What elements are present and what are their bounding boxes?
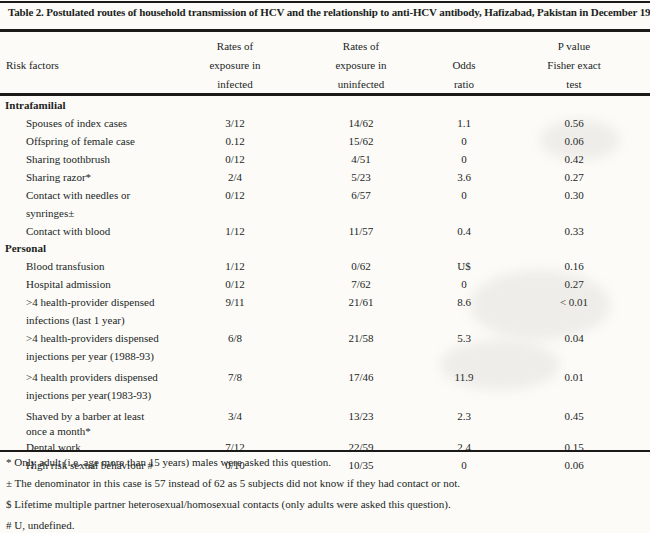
risk-factor-label: Blood transfusion <box>0 257 178 275</box>
rate-uninfected-value: 22/59 <box>292 438 430 456</box>
rate-infected-value: 2/4 <box>178 168 292 186</box>
table-row: Shaved by a barber at leastonce a month*… <box>0 407 650 438</box>
table-title: Table 2. Postulated routes of household … <box>8 6 648 18</box>
table-row: Contact with blood 1/12 11/57 0.4 0.33 <box>0 222 650 240</box>
section-row-intrafamilial: Intrafamilial <box>0 97 650 114</box>
risk-factor-label: Contact with needles or synringes± <box>0 186 178 222</box>
risk-factor-label: Dental work <box>0 438 178 456</box>
rate-uninfected-value: 5/23 <box>292 168 430 186</box>
header-rates-infected: Rates of exposure in infected <box>178 37 292 94</box>
risk-factor-label-line2: once a month* <box>26 425 178 438</box>
odds-ratio-value: 0.4 <box>430 222 498 240</box>
rate-uninfected-value: 15/62 <box>292 132 430 150</box>
rate-infected-value: 1/12 <box>178 257 292 275</box>
odds-ratio-value: 1.1 <box>430 114 498 132</box>
p-value: 0.33 <box>498 222 650 240</box>
rate-uninfected-value: 14/62 <box>292 114 430 132</box>
footnote-dollar: $ Lifetime multiple partner heterosexual… <box>6 498 640 511</box>
p-value: 0.45 <box>498 407 650 438</box>
scan-artifact <box>470 270 610 340</box>
odds-ratio-value: 2.3 <box>430 407 498 438</box>
rate-infected-value: 7/8 <box>178 368 292 404</box>
header-risk-factors: Risk factors <box>0 37 178 94</box>
rate-infected-value: 0/12 <box>178 275 292 293</box>
rate-infected-value: 0/12 <box>178 150 292 168</box>
p-value: 0.15 <box>498 438 650 456</box>
risk-factor-label: Sharing toothbrush <box>0 150 178 168</box>
risk-factor-label: Offspring of female case <box>0 132 178 150</box>
rate-infected-value: 1/12 <box>178 222 292 240</box>
title-rule <box>0 29 650 32</box>
footnote-rule <box>0 450 650 452</box>
header-rule <box>0 93 650 96</box>
scanned-table-page: Table 2. Postulated routes of household … <box>0 0 650 533</box>
rate-infected-value: 6/8 <box>178 329 292 365</box>
rate-infected-value: 7/12 <box>178 438 292 456</box>
rate-uninfected-value: 6/57 <box>292 186 430 222</box>
risk-factor-label: >4 health providers dispensedinjections … <box>0 368 178 404</box>
odds-ratio-value: 0 <box>430 186 498 222</box>
section-label: Intrafamilial <box>0 97 178 114</box>
rate-infected-value: 9/11 <box>178 293 292 329</box>
rate-infected-value: 3/12 <box>178 114 292 132</box>
odds-ratio-value: 3.6 <box>430 168 498 186</box>
risk-factor-label: Shaved by a barber at leastonce a month* <box>0 407 178 438</box>
odds-ratio-value: 2.4 <box>430 438 498 456</box>
top-rule <box>0 1 650 3</box>
rate-infected-value: 0.12 <box>178 132 292 150</box>
table-header: Risk factors Rates of exposure in infect… <box>0 37 650 94</box>
odds-ratio-value: 0 <box>430 132 498 150</box>
odds-ratio-value: U$ <box>430 257 498 275</box>
p-value: 0.27 <box>498 168 650 186</box>
footnote-plusminus: ± The denominator in this case is 57 ins… <box>6 477 640 490</box>
risk-factor-label: Hospital admission <box>0 275 178 293</box>
rate-uninfected-value: 17/46 <box>292 368 430 404</box>
section-row-personal: Personal <box>0 240 650 257</box>
rate-uninfected-value: 13/23 <box>292 407 430 438</box>
scan-artifact <box>440 340 560 390</box>
footnote-hash: # U, undefined. <box>6 519 640 532</box>
rate-uninfected-value: 7/62 <box>292 275 430 293</box>
section-label: Personal <box>0 240 178 257</box>
rate-uninfected-value: 11/57 <box>292 222 430 240</box>
table-row: Contact with needles or synringes± 0/12 … <box>0 186 650 222</box>
risk-factor-label: Contact with blood <box>0 222 178 240</box>
odds-ratio-value: 0 <box>430 150 498 168</box>
table-row: Sharing razor* 2/4 5/23 3.6 0.27 <box>0 168 650 186</box>
risk-factor-label-line2: injections per year(1983-93) <box>26 386 178 404</box>
table-row: Dental work 7/12 22/59 2.4 0.15 <box>0 438 650 456</box>
header-p-value: P value Fisher exact test <box>498 37 650 94</box>
header-odds-ratio: Odds ratio <box>430 37 498 94</box>
rate-infected-value: 3/4 <box>178 407 292 438</box>
rate-uninfected-value: 4/51 <box>292 150 430 168</box>
p-value: 0.30 <box>498 186 650 222</box>
header-rates-uninfected: Rates of exposure in uninfected <box>292 37 430 94</box>
rate-infected-value: 0/12 <box>178 186 292 222</box>
footnote-asterisk: * Only adult (i.e. age more than 15 year… <box>6 456 640 469</box>
risk-factor-label: Spouses of index cases <box>0 114 178 132</box>
risk-factor-label: >4 health-provider dispensedinfections (… <box>0 293 178 329</box>
rate-uninfected-value: 0/62 <box>292 257 430 275</box>
risk-factor-label: Sharing razor* <box>0 168 178 186</box>
rate-uninfected-value: 21/58 <box>292 329 430 365</box>
footnotes: * Only adult (i.e. age more than 15 year… <box>6 456 640 533</box>
scan-artifact <box>540 120 620 160</box>
risk-factor-label: >4 health-providers dispensedinjections … <box>0 329 178 365</box>
risk-factor-label-line2: infections (last 1 year) <box>26 311 178 329</box>
risk-factor-label-line2: injections per year (1988-93) <box>26 347 178 365</box>
rate-uninfected-value: 21/61 <box>292 293 430 329</box>
